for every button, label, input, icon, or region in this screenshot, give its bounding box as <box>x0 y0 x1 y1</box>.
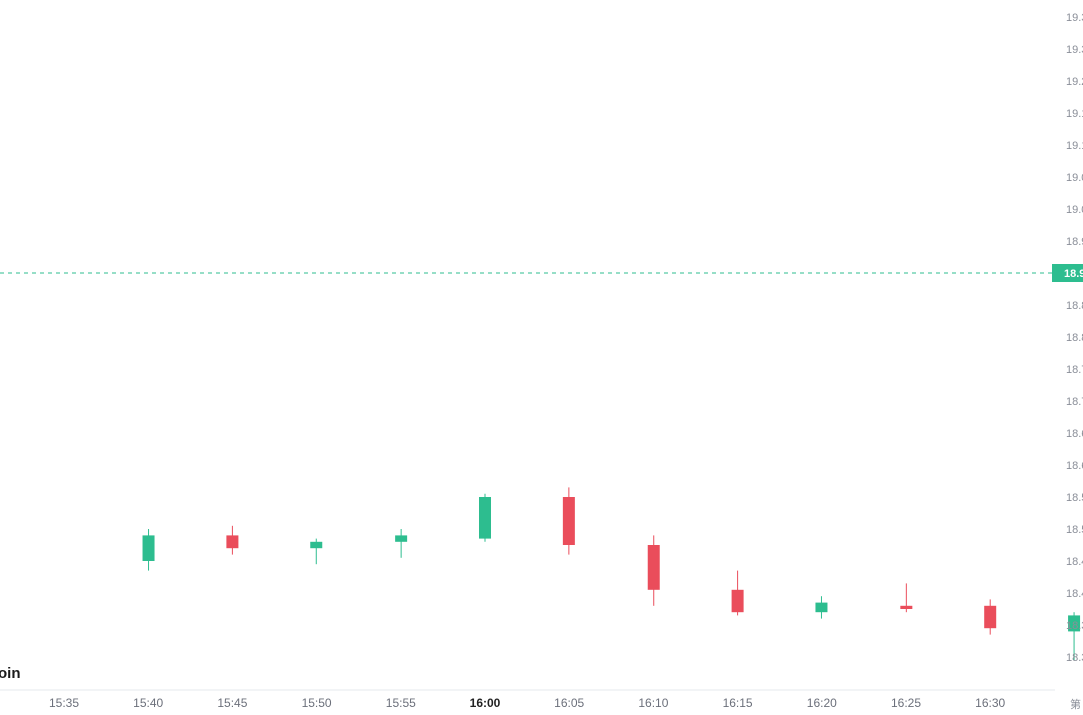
y-tick-label: 18.5 <box>1066 492 1083 504</box>
y-tick-label: 18.4 <box>1066 556 1083 568</box>
y-tick-label: 18.8 <box>1066 332 1083 344</box>
x-tick-label: 15:50 <box>302 696 332 710</box>
candle-body-down <box>647 545 660 590</box>
candle-body-down <box>562 497 575 545</box>
candle-body-up <box>1068 615 1081 632</box>
x-tick-label: 16:00 <box>470 696 501 710</box>
current-price-badge <box>1052 264 1083 282</box>
x-tick-label: 16:25 <box>891 696 921 710</box>
candle-body-down <box>731 589 744 613</box>
y-tick-label: 18.6 <box>1066 428 1083 440</box>
candle-body-down <box>984 605 997 629</box>
y-tick-label: 18.7 <box>1066 364 1083 376</box>
candle-body-up <box>479 497 491 539</box>
y-tick-label: 19.2 <box>1066 76 1083 88</box>
corner-text: 第 <box>1070 697 1081 711</box>
candle-body-up <box>815 602 828 613</box>
x-tick-label: 16:30 <box>975 696 1005 710</box>
candle-body-down <box>900 605 913 609</box>
x-tick-label: 15:45 <box>217 696 247 710</box>
brand-text: oin <box>0 665 21 682</box>
y-tick-label: 18.4 <box>1066 588 1083 600</box>
y-tick-label: 19.0 <box>1066 204 1083 216</box>
y-tick-label: 19.0 <box>1066 172 1083 184</box>
x-tick-label: 16:05 <box>554 696 584 710</box>
y-tick-label: 19.1 <box>1066 140 1083 152</box>
candle-body-up <box>395 535 408 542</box>
y-tick-label: 18.7 <box>1066 396 1083 408</box>
candle-body-up <box>310 541 323 549</box>
x-tick-label: 15:35 <box>49 696 79 710</box>
candle-body-down <box>226 535 239 549</box>
x-tick-label: 16:15 <box>723 696 753 710</box>
axes-layer: 15:35 15:40 15:45 15:50 15:55 16:00 16:05 16:10… <box>0 12 1083 710</box>
y-tick-label: 18.8 <box>1066 300 1083 312</box>
x-tick-label: 16:10 <box>638 696 668 710</box>
candles-layer <box>142 487 1081 661</box>
x-tick-label: 16:20 <box>807 696 837 710</box>
y-tick-label: 18.6 <box>1066 460 1083 472</box>
x-tick-label: 15:55 <box>386 696 416 710</box>
candle-body-up <box>142 535 155 561</box>
y-tick-label: 18.3 <box>1066 652 1083 664</box>
y-tick-label: 18.3 <box>1066 620 1083 632</box>
y-tick-label: 19.1 <box>1066 108 1083 120</box>
x-tick-label: 15:40 <box>133 696 163 710</box>
y-tick-label: 19.3 <box>1066 44 1083 56</box>
y-tick-label: 18.9 <box>1066 236 1083 248</box>
y-tick-label: 19.3 <box>1066 12 1083 24</box>
y-tick-label: 18.5 <box>1066 524 1083 536</box>
current-price-badge-text: 18.9 <box>1064 268 1083 280</box>
